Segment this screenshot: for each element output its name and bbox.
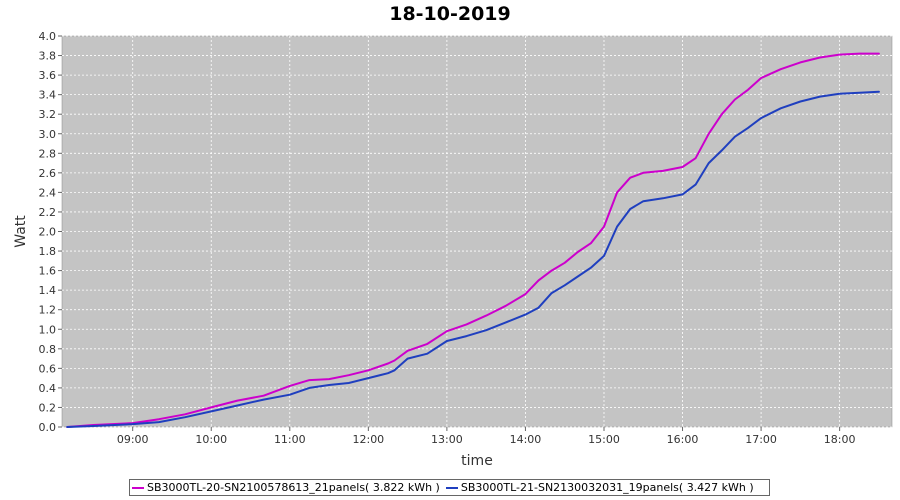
x-tick-label: 13:00 <box>431 433 463 446</box>
y-tick-label: 3.4 <box>39 89 57 102</box>
legend-item-1: SB3000TL-21-SN2130032031_19panels( 3.427… <box>444 481 758 494</box>
x-tick-label: 17:00 <box>745 433 777 446</box>
legend-swatch <box>132 486 144 489</box>
x-tick-label: 15:00 <box>588 433 620 446</box>
y-tick-label: 2.4 <box>39 186 57 199</box>
y-tick-label: 3.2 <box>39 108 57 121</box>
legend-label: SB3000TL-21-SN2130032031_19panels( 3.427… <box>460 481 754 494</box>
y-tick-label: 1.2 <box>39 304 57 317</box>
y-tick-label: 2.2 <box>39 206 57 219</box>
y-tick-label: 2.8 <box>39 147 57 160</box>
x-tick-label: 12:00 <box>352 433 384 446</box>
y-tick-label: 0.8 <box>39 343 57 356</box>
grid-lines <box>62 35 892 428</box>
y-tick-label: 3.6 <box>39 69 57 82</box>
y-tick-label: 0.4 <box>39 382 57 395</box>
chart-title: 18-10-2019 <box>389 3 511 25</box>
x-axis-title: time <box>461 453 493 469</box>
y-tick-label: 3.8 <box>39 50 57 63</box>
y-tick-label: 0.0 <box>39 421 57 434</box>
y-tick-label: 2.6 <box>39 167 57 180</box>
x-tick-label: 18:00 <box>824 433 856 446</box>
y-tick-label: 1.4 <box>39 284 57 297</box>
legend-item-0: SB3000TL-20-SN2100578613_21panels( 3.822… <box>130 481 444 494</box>
series-lines <box>66 52 880 428</box>
x-tick-label: 10:00 <box>195 433 227 446</box>
plot-area <box>61 35 893 428</box>
y-tick-label: 2.0 <box>39 226 57 239</box>
y-tick-label: 1.8 <box>39 245 57 258</box>
legend-label: SB3000TL-20-SN2100578613_21panels( 3.822… <box>147 481 440 494</box>
x-tick-label: 09:00 <box>117 433 149 446</box>
y-tick-label: 3.0 <box>39 128 57 141</box>
series-line-1 <box>66 90 880 428</box>
legend-swatch <box>445 486 458 489</box>
y-tick-label: 0.2 <box>39 401 57 414</box>
y-tick-label: 0.6 <box>39 362 57 375</box>
y-tick-label: 4.0 <box>39 30 57 43</box>
x-tick-label: 11:00 <box>274 433 306 446</box>
y-axis: 0.0 0.2 0.4 0.6 0.8 1.0 1.2 1.4 1.6 1.8 2.0 2.2 2.4 2… <box>39 30 62 434</box>
y-tick-label: 1.0 <box>39 323 57 336</box>
y-axis-title: Watt <box>13 215 29 248</box>
x-tick-label: 16:00 <box>667 433 699 446</box>
legend: SB3000TL-20-SN2100578613_21panels( 3.822… <box>129 479 770 496</box>
series-line-0 <box>66 52 880 428</box>
x-tick-label: 14:00 <box>510 433 542 446</box>
y-tick-label: 1.6 <box>39 265 57 278</box>
x-axis: 09:00 10:00 11:00 12:00 13:00 14:00 15:00 16:00… <box>117 427 856 446</box>
